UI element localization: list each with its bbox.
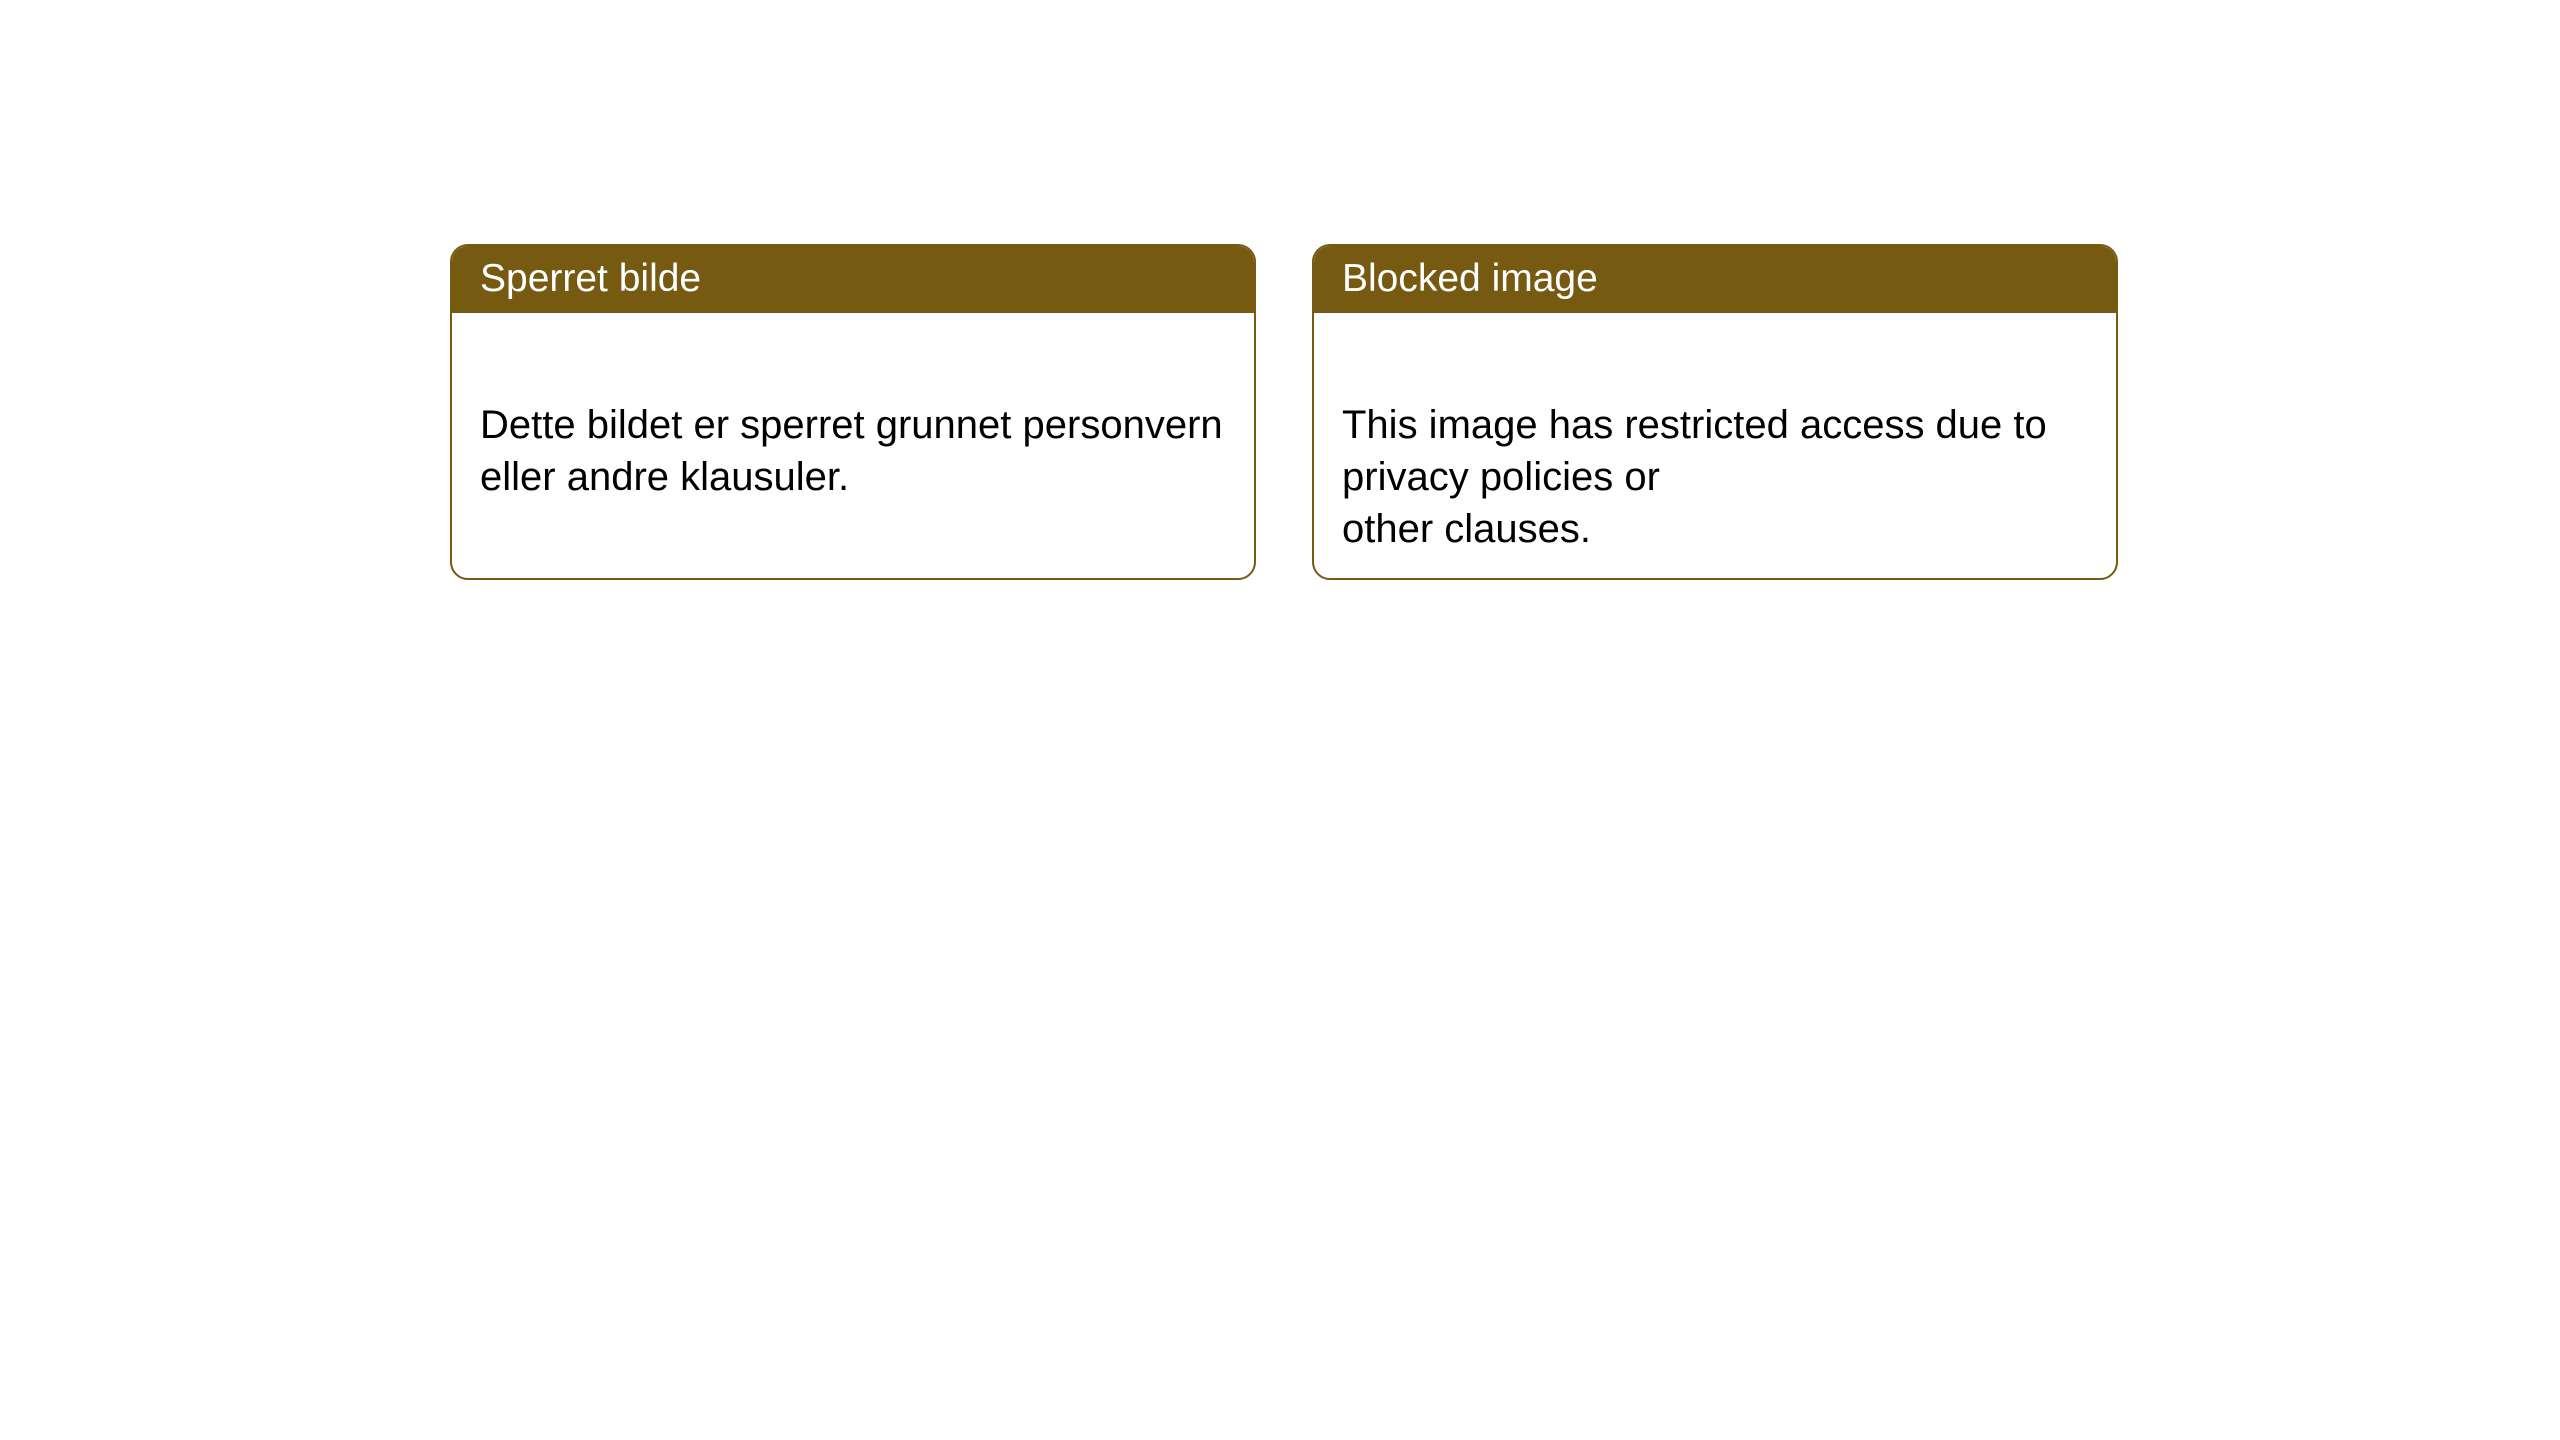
- notice-container: Sperret bilde Dette bildet er sperret gr…: [0, 0, 2560, 580]
- notice-title: Blocked image: [1342, 257, 1598, 300]
- notice-body-text: Dette bildet er sperret grunnet personve…: [480, 403, 1223, 499]
- notice-header: Blocked image: [1314, 246, 2116, 313]
- notice-body: Dette bildet er sperret grunnet personve…: [452, 313, 1254, 537]
- notice-header: Sperret bilde: [452, 246, 1254, 313]
- notice-body: This image has restricted access due to …: [1314, 313, 2116, 580]
- notice-card-norwegian: Sperret bilde Dette bildet er sperret gr…: [450, 244, 1256, 580]
- notice-body-text: This image has restricted access due to …: [1342, 403, 2047, 551]
- notice-card-english: Blocked image This image has restricted …: [1312, 244, 2118, 580]
- notice-title: Sperret bilde: [480, 257, 701, 300]
